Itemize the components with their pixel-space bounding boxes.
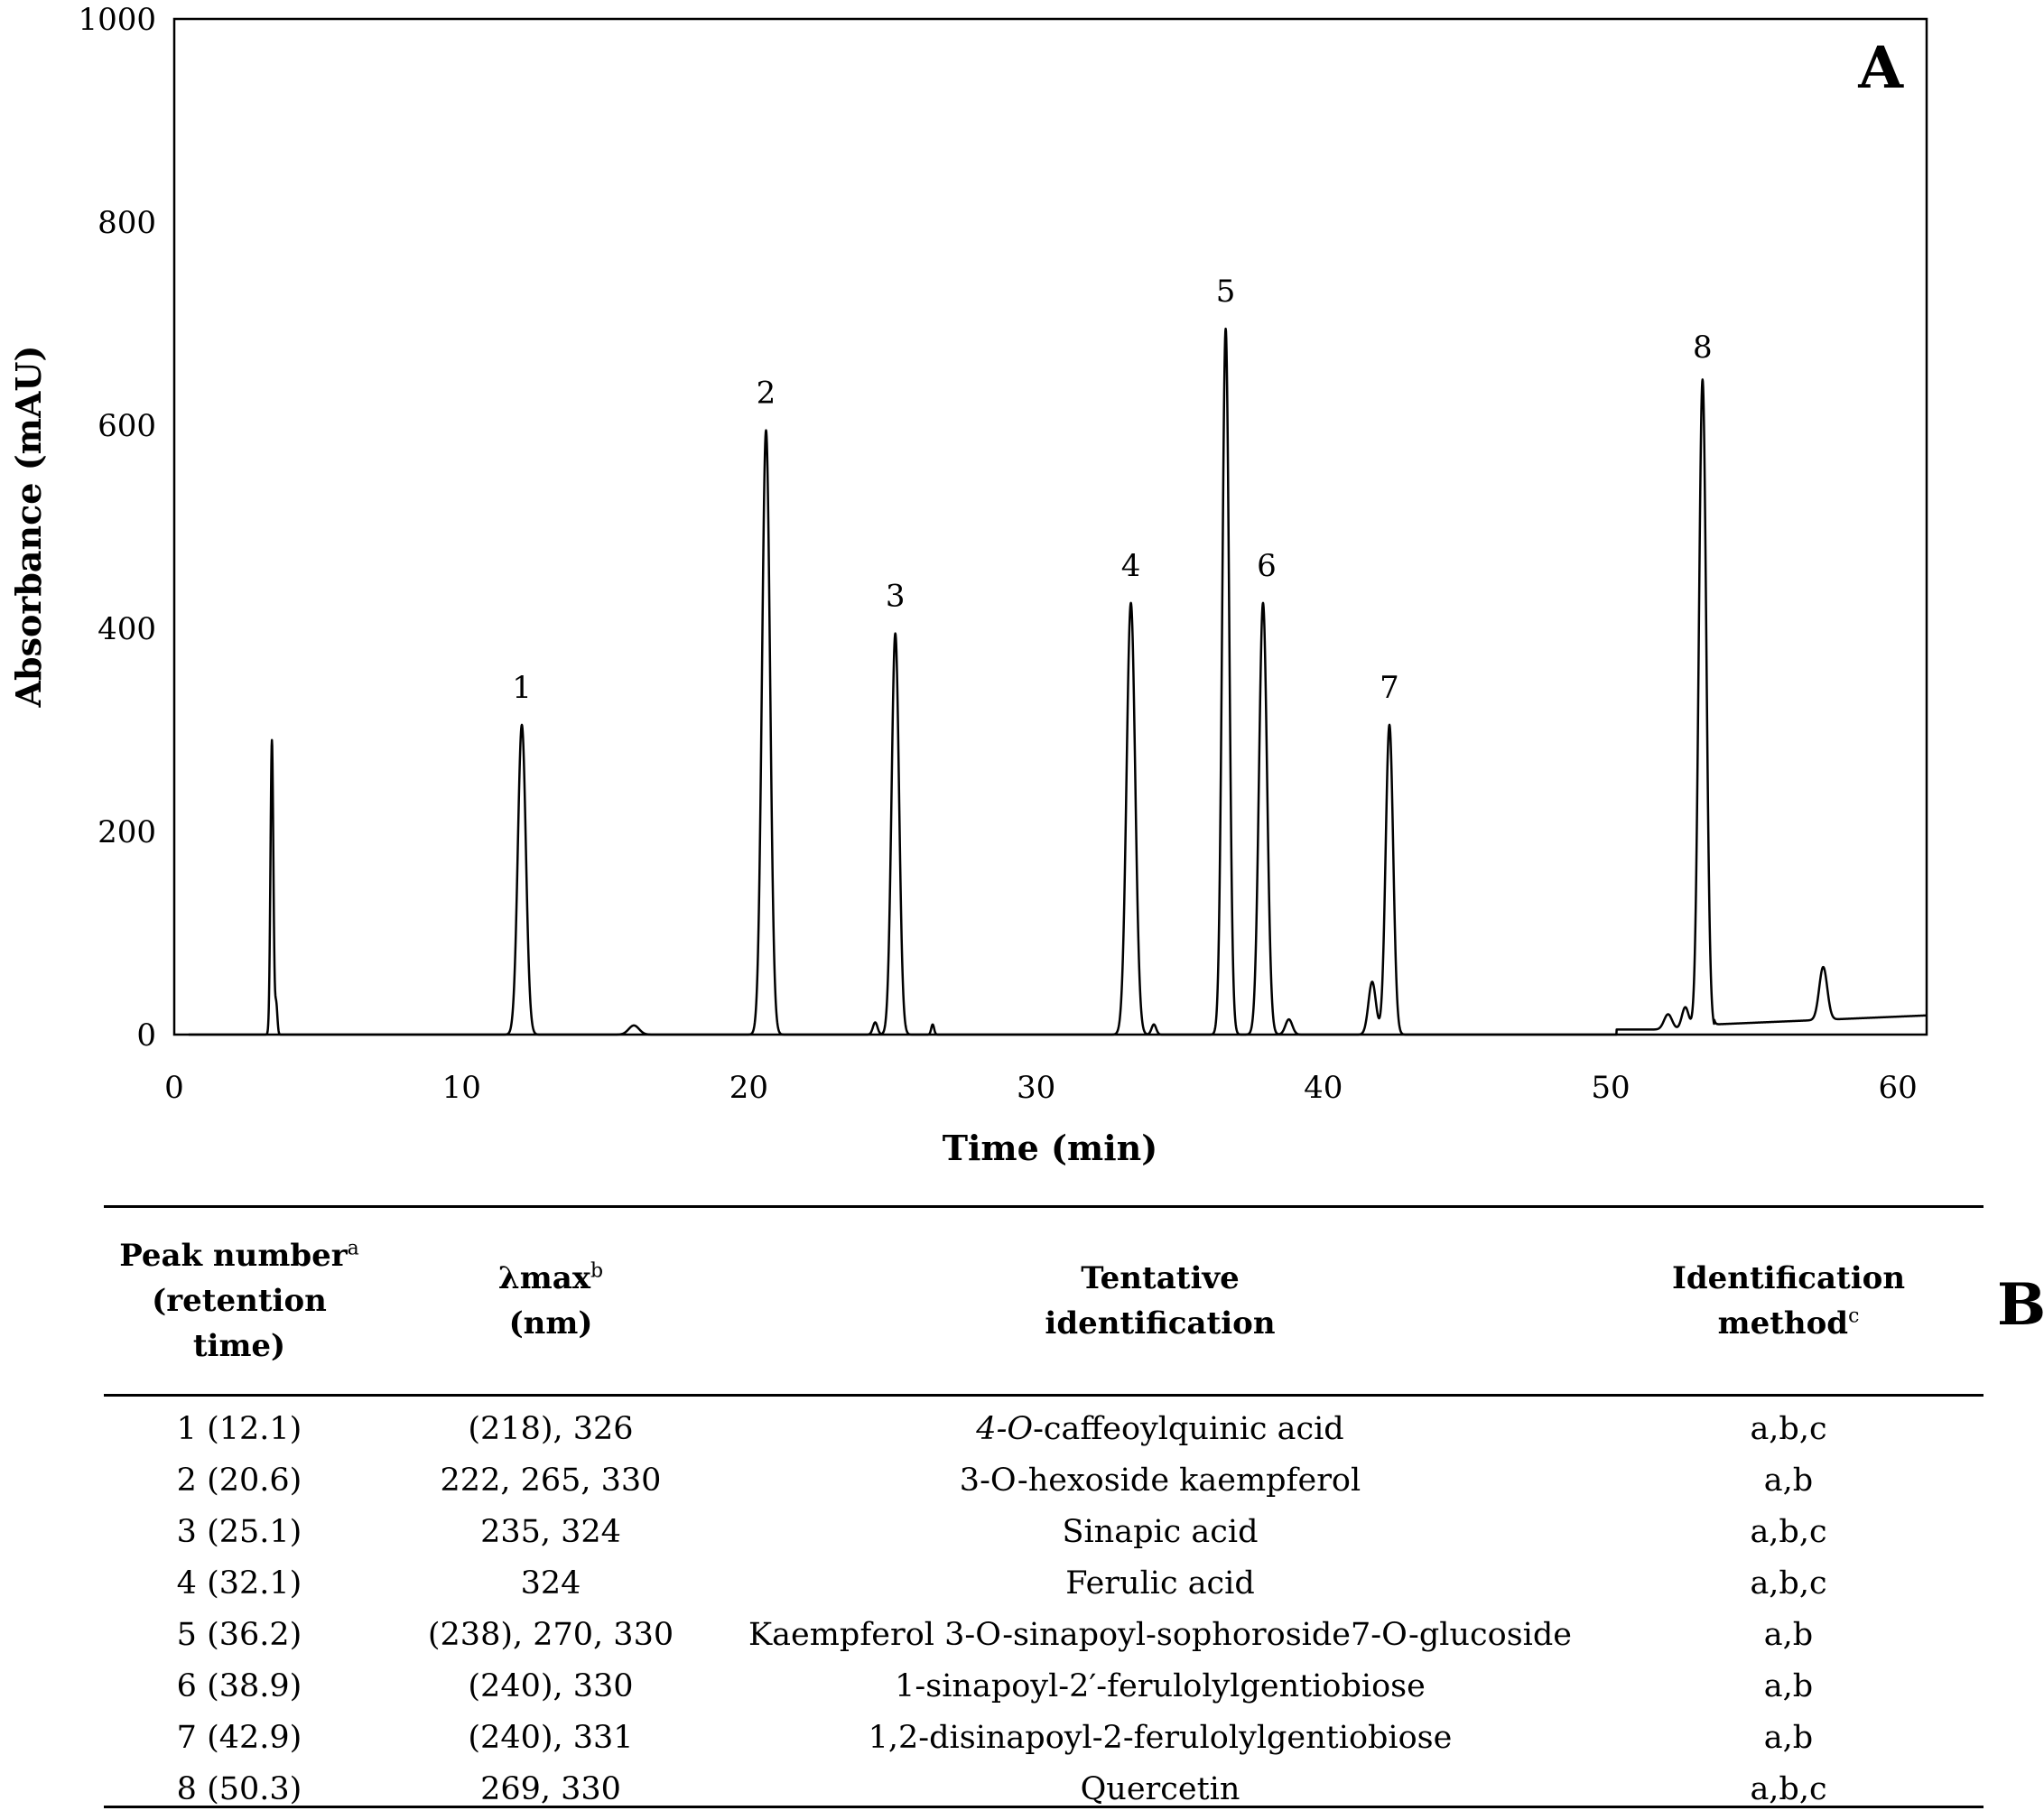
header-peak-sup: a xyxy=(347,1237,359,1260)
cell-method: a,b,c xyxy=(1750,1514,1827,1550)
panel-label-b: B xyxy=(1997,1271,2044,1339)
header-lambda-sup: b xyxy=(590,1259,604,1283)
cell-method: a,b,c xyxy=(1750,1565,1827,1602)
table-row: 1 (12.1) (218), 326 4-O-caffeoylquinic a… xyxy=(104,1397,1984,1455)
header-lambda-max: λmaxb (nm) xyxy=(375,1205,727,1397)
peak-label-7: 7 xyxy=(1380,670,1399,706)
header-method-sup: c xyxy=(1848,1305,1860,1328)
cell-method: a,b,c xyxy=(1750,1411,1827,1447)
cell-lambda: 269, 330 xyxy=(480,1771,621,1807)
chromatogram-chart: 0 200 400 600 800 1000 0 10 20 30 40 50 60 1 2 3 4 5 6 7 8… xyxy=(8,2,1928,1168)
y-tick-labels: 0 200 400 600 800 1000 xyxy=(78,2,156,1054)
x-tick-label: 40 xyxy=(1304,1070,1343,1106)
x-tick-labels: 0 10 20 30 40 50 60 xyxy=(164,1070,1918,1106)
cell-peak: 2 (20.6) xyxy=(176,1462,302,1499)
cell-method: a,b xyxy=(1763,1462,1814,1499)
cell-peak: 6 (38.9) xyxy=(176,1668,302,1704)
peak-label-8: 8 xyxy=(1693,330,1713,366)
cell-peak: 4 (32.1) xyxy=(176,1565,302,1602)
header-method-line2: method xyxy=(1717,1305,1849,1342)
chromatogram-trace xyxy=(187,327,1928,1036)
cell-method: a,b xyxy=(1763,1617,1814,1653)
header-lambda-line2: (nm) xyxy=(508,1305,593,1342)
x-tick-label: 60 xyxy=(1879,1070,1918,1106)
peak-label-5: 5 xyxy=(1216,274,1236,310)
table-row: 4 (32.1) 324 Ferulic acid a,b,c xyxy=(104,1558,1984,1610)
y-tick-label: 400 xyxy=(98,611,156,647)
header-tentative-identification: Tentative identification xyxy=(727,1205,1593,1397)
table-row: 6 (38.9) (240), 330 1-sinapoyl-2′-ferulo… xyxy=(104,1661,1984,1713)
chart-axes xyxy=(172,17,1928,1036)
header-lambda-line1: λmax xyxy=(497,1260,591,1296)
y-tick-label: 0 xyxy=(136,1017,156,1054)
cell-peak: 8 (50.3) xyxy=(176,1771,302,1807)
y-axis-title: Absorbance (mAU) xyxy=(8,346,49,709)
peak-label-3: 3 xyxy=(886,579,906,615)
cell-identification: Kaempferol 3-O-sinapoyl-sophoroside7-O-g… xyxy=(748,1617,1572,1653)
header-peak-line3: time) xyxy=(192,1328,286,1364)
peak-label-1: 1 xyxy=(512,670,532,706)
table-row: 8 (50.3) 269, 330 Quercetin a,b,c xyxy=(104,1764,1984,1815)
cell-method: a,b xyxy=(1763,1668,1814,1704)
table-row: 5 (36.2) (238), 270, 330 Kaempferol 3-O-… xyxy=(104,1610,1984,1661)
x-tick-label: 10 xyxy=(442,1070,481,1106)
table-bottom-rule xyxy=(104,1806,1984,1808)
cell-lambda: (238), 270, 330 xyxy=(427,1617,674,1653)
table-top-rule xyxy=(104,1205,1984,1208)
cell-identification: Sinapic acid xyxy=(1062,1514,1259,1550)
x-tick-label: 20 xyxy=(729,1070,768,1106)
table-row: 7 (42.9) (240), 331 1,2-disinapoyl-2-fer… xyxy=(104,1713,1984,1764)
cell-peak: 3 (25.1) xyxy=(176,1514,302,1550)
cell-lambda: (240), 330 xyxy=(468,1668,634,1704)
table: Peak numbera (retention time) λmaxb (nm)… xyxy=(104,1205,1984,1815)
y-tick-label: 600 xyxy=(98,408,156,444)
cell-method: a,b xyxy=(1763,1720,1814,1756)
x-tick-label: 50 xyxy=(1591,1070,1630,1106)
cell-identification: 1-sinapoyl-2′-ferulolylgentiobiose xyxy=(895,1668,1426,1704)
x-axis-title: Time (min) xyxy=(943,1128,1158,1168)
table-row: 3 (25.1) 235, 324 Sinapic acid a,b,c xyxy=(104,1507,1984,1558)
cell-identification-italic: 4-O xyxy=(976,1411,1034,1447)
peak-label-2: 2 xyxy=(757,376,776,412)
peak-label-6: 6 xyxy=(1257,548,1277,584)
cell-peak: 1 (12.1) xyxy=(176,1411,302,1447)
cell-peak: 7 (42.9) xyxy=(176,1720,302,1756)
cell-method: a,b,c xyxy=(1750,1771,1827,1807)
header-identification-method: Identification methodc xyxy=(1593,1205,1984,1397)
peak-labels: 1 2 3 4 5 6 7 8 xyxy=(512,274,1712,706)
cell-identification: 1,2-disinapoyl-2-ferulolylgentiobiose xyxy=(868,1720,1453,1756)
header-method-line1: Identification xyxy=(1671,1260,1906,1296)
cell-lambda: (240), 331 xyxy=(468,1720,634,1756)
cell-peak: 5 (36.2) xyxy=(176,1617,302,1653)
y-tick-label: 200 xyxy=(98,814,156,850)
header-peak-line1: Peak number xyxy=(119,1238,348,1274)
header-ident-line2: identification xyxy=(1045,1305,1276,1342)
header-peak-line2: (retention xyxy=(152,1283,327,1319)
y-tick-label: 800 xyxy=(98,205,156,241)
y-tick-label: 1000 xyxy=(78,2,156,38)
table-row: 2 (20.6) 222, 265, 330 3-O-hexoside kaem… xyxy=(104,1455,1984,1507)
plot-frame xyxy=(172,17,1928,1036)
x-tick-label: 0 xyxy=(164,1070,184,1106)
cell-identification-text: -caffeoylquinic acid xyxy=(1033,1411,1344,1447)
cell-identification: 4-O-caffeoylquinic acid xyxy=(727,1397,1593,1455)
table-header-row: Peak numbera (retention time) λmaxb (nm)… xyxy=(104,1205,1984,1397)
peak-label-4: 4 xyxy=(1121,548,1141,584)
cell-identification: Ferulic acid xyxy=(1065,1565,1255,1602)
cell-lambda: 324 xyxy=(520,1565,581,1602)
header-peak-number: Peak numbera (retention time) xyxy=(104,1205,375,1397)
x-tick-label: 30 xyxy=(1017,1070,1055,1106)
cell-identification: Quercetin xyxy=(1080,1771,1240,1807)
header-ident-line1: Tentative xyxy=(1081,1260,1240,1296)
cell-lambda: 235, 324 xyxy=(480,1514,621,1550)
panel-label-a: A xyxy=(1857,34,1904,102)
cell-lambda: (218), 326 xyxy=(468,1411,634,1447)
cell-identification: 3-O-hexoside kaempferol xyxy=(959,1462,1361,1499)
cell-lambda: 222, 265, 330 xyxy=(440,1462,662,1499)
table-header-rule xyxy=(104,1394,1984,1397)
